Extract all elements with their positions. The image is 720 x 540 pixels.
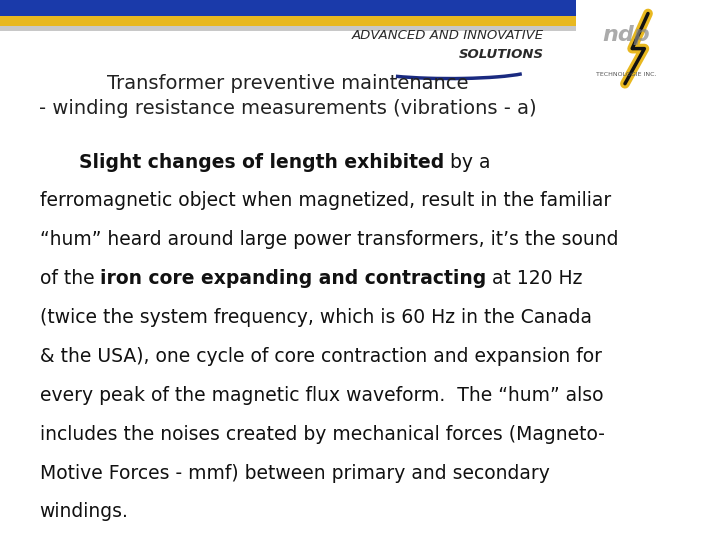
Text: & the USA), one cycle of core contraction and expansion for: & the USA), one cycle of core contractio…: [40, 347, 602, 366]
Text: iron core expanding and contracting: iron core expanding and contracting: [100, 269, 487, 288]
Text: TECHNOLOGIE INC.: TECHNOLOGIE INC.: [596, 72, 657, 77]
Text: by a: by a: [444, 152, 491, 172]
Text: ferromagnetic object when magnetized, result in the familiar: ferromagnetic object when magnetized, re…: [40, 191, 611, 211]
Bar: [0, 0, 576, 16]
Bar: [0, 26, 576, 31]
Text: Transformer preventive maintenance: Transformer preventive maintenance: [107, 74, 469, 93]
Text: ndp: ndp: [603, 25, 650, 45]
Text: (twice the system frequency, which is 60 Hz in the Canada: (twice the system frequency, which is 60…: [40, 308, 592, 327]
Text: ADVANCED AND INNOVATIVE: ADVANCED AND INNOVATIVE: [351, 29, 544, 42]
Text: - winding resistance measurements (vibrations - a): - winding resistance measurements (vibra…: [39, 98, 537, 118]
Text: SOLUTIONS: SOLUTIONS: [459, 48, 544, 60]
Text: Motive Forces - mmf) between primary and secondary: Motive Forces - mmf) between primary and…: [40, 463, 549, 483]
Text: windings.: windings.: [40, 502, 128, 522]
Text: every peak of the magnetic flux waveform.  The “hum” also: every peak of the magnetic flux waveform…: [40, 386, 603, 405]
Text: Slight changes of length exhibited: Slight changes of length exhibited: [79, 152, 444, 172]
Text: “hum” heard around large power transformers, it’s the sound: “hum” heard around large power transform…: [40, 230, 618, 249]
Text: at 120 Hz: at 120 Hz: [487, 269, 583, 288]
Text: of the: of the: [40, 269, 100, 288]
Bar: [0, 16, 576, 26]
Text: includes the noises created by mechanical forces (Magneto-: includes the noises created by mechanica…: [40, 424, 605, 444]
